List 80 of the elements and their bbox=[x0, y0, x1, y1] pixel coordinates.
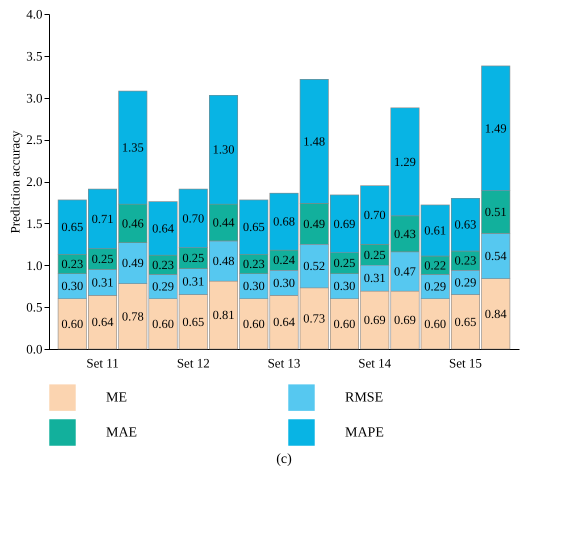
data-label: 0.30 bbox=[242, 279, 265, 294]
x-tick-label: Set 14 bbox=[358, 356, 392, 370]
y-tick-label: 0.5 bbox=[26, 300, 42, 315]
data-label: 0.30 bbox=[61, 279, 84, 294]
data-label: 1.48 bbox=[303, 134, 326, 148]
data-label: 0.23 bbox=[242, 256, 265, 271]
data-label: 0.31 bbox=[92, 275, 114, 290]
legend-label: ME bbox=[106, 390, 127, 406]
data-label: 0.68 bbox=[273, 214, 295, 229]
data-label: 0.64 bbox=[273, 315, 296, 330]
data-label: 0.30 bbox=[273, 276, 295, 290]
data-label: 0.69 bbox=[364, 313, 386, 328]
data-label: 0.30 bbox=[334, 279, 356, 294]
data-label: 0.25 bbox=[92, 252, 114, 266]
y-tick-label: 1.0 bbox=[26, 258, 42, 273]
data-label: 0.70 bbox=[364, 208, 386, 222]
data-label: 0.23 bbox=[152, 258, 174, 272]
data-label: 0.71 bbox=[92, 212, 114, 226]
x-tick-label: Set 11 bbox=[86, 356, 119, 370]
x-tick-label: Set 15 bbox=[449, 356, 482, 370]
legend-label: MAE bbox=[106, 426, 138, 440]
text: (c) bbox=[276, 452, 292, 467]
y-tick-label: 4.0 bbox=[26, 6, 42, 22]
data-label: 0.54 bbox=[484, 249, 508, 264]
data-label: 0.31 bbox=[364, 271, 386, 286]
data-label: 0.46 bbox=[122, 216, 144, 230]
data-label: 0.64 bbox=[92, 315, 114, 330]
data-label: 0.65 bbox=[61, 220, 84, 234]
data-label: 0.60 bbox=[424, 316, 446, 331]
x-tick-label: Set 12 bbox=[176, 356, 210, 370]
y-tick-label: 2.0 bbox=[26, 174, 42, 189]
data-label: 0.60 bbox=[242, 316, 265, 331]
data-label: 0.49 bbox=[303, 216, 326, 231]
data-label: 0.69 bbox=[334, 216, 356, 231]
data-label: 0.60 bbox=[334, 316, 356, 331]
data-label: 0.60 bbox=[61, 316, 84, 331]
data-label: 1.49 bbox=[484, 121, 507, 136]
data-label: 0.25 bbox=[182, 251, 204, 266]
data-label: 0.81 bbox=[212, 308, 234, 322]
data-label: 0.25 bbox=[364, 248, 386, 262]
data-label: 0.48 bbox=[212, 254, 234, 268]
data-label: 0.51 bbox=[484, 205, 507, 220]
data-label: 0.65 bbox=[454, 314, 476, 329]
data-label: 0.65 bbox=[182, 314, 204, 329]
data-label: 0.64 bbox=[152, 221, 175, 236]
x-tick-label: Set 13 bbox=[268, 356, 300, 370]
legend-label: RMSE bbox=[345, 390, 384, 406]
y-axis-title: Prediction accuracy bbox=[7, 130, 22, 234]
y-tick-label: 2.5 bbox=[26, 132, 42, 148]
data-label: 0.78 bbox=[122, 309, 144, 324]
data-label: 0.52 bbox=[303, 259, 326, 274]
data-label: 0.65 bbox=[242, 220, 265, 234]
y-tick-label: 1.5 bbox=[26, 216, 42, 231]
data-label: 0.24 bbox=[273, 253, 296, 268]
data-label: 0.73 bbox=[303, 311, 326, 326]
data-label: 0.29 bbox=[454, 275, 476, 290]
y-tick-label: 3.5 bbox=[26, 48, 42, 64]
data-label: 0.23 bbox=[454, 254, 476, 268]
y-tick-label: 3.0 bbox=[26, 90, 42, 106]
data-label: 0.29 bbox=[152, 280, 174, 294]
data-label: 0.25 bbox=[334, 256, 356, 270]
data-label: 0.31 bbox=[182, 274, 204, 289]
y-tick-label: 0.0 bbox=[26, 342, 42, 356]
data-label: 0.84 bbox=[484, 306, 508, 321]
data-label: 0.70 bbox=[182, 211, 204, 226]
data-label: 0.43 bbox=[394, 226, 416, 241]
data-label: 1.30 bbox=[212, 142, 234, 157]
data-label: 0.49 bbox=[122, 256, 144, 270]
data-label: 0.47 bbox=[394, 264, 416, 279]
data-label: 0.63 bbox=[454, 218, 476, 232]
data-label: 0.69 bbox=[394, 313, 416, 328]
data-label: 1.35 bbox=[122, 140, 144, 155]
legend-label: MAPE bbox=[345, 426, 384, 440]
data-label: 1.29 bbox=[394, 154, 416, 169]
data-label: 0.22 bbox=[424, 258, 446, 272]
data-label: 0.60 bbox=[152, 316, 174, 331]
data-label: 0.23 bbox=[61, 256, 84, 271]
data-label: 0.44 bbox=[212, 216, 236, 230]
data-label: 0.29 bbox=[424, 280, 446, 294]
data-label: 0.61 bbox=[424, 223, 446, 238]
